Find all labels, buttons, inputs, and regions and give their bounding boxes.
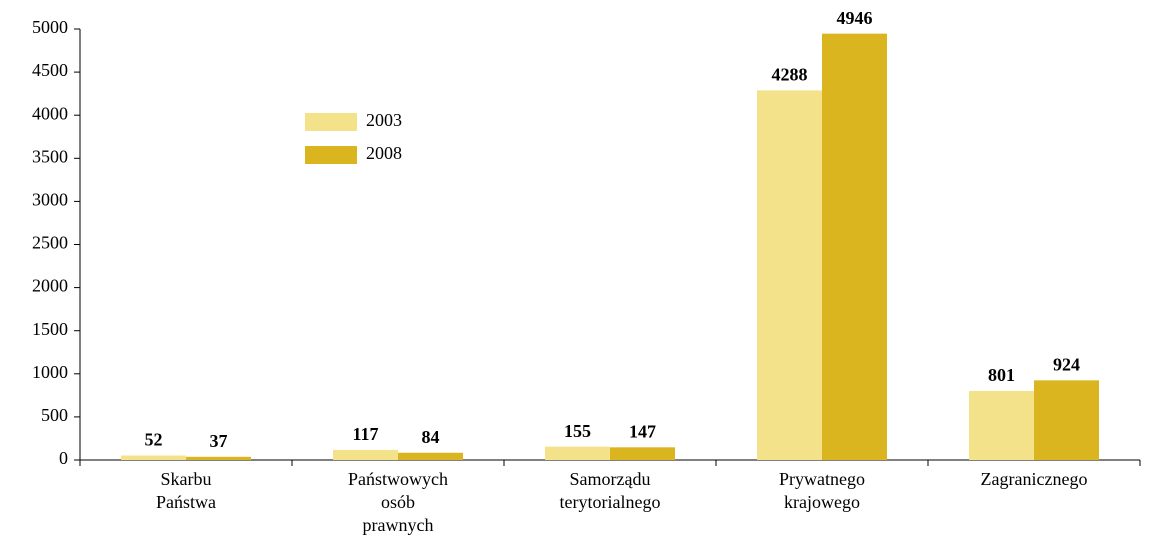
bar [121,455,186,460]
y-tick-label: 4500 [32,60,68,80]
y-tick-label: 5000 [32,17,68,37]
value-label: 924 [1053,354,1080,374]
x-tick-label: Państwowych osób prawnych [348,469,448,535]
y-tick-label: 1500 [32,319,68,339]
bar [757,90,822,461]
legend-swatch [305,146,357,164]
value-label: 84 [422,427,440,447]
y-tick-label: 2500 [32,233,68,253]
x-tick-label: Prywatnego krajowego [779,469,865,512]
y-tick-label: 4000 [32,103,68,123]
y-tick-label: 3500 [32,146,68,166]
y-tick-label: 3000 [32,190,68,210]
legend-swatch [305,113,357,131]
bar [822,33,887,461]
value-label: 147 [629,421,656,441]
value-label: 801 [988,365,1015,385]
y-tick-label: 500 [41,405,68,425]
value-label: 117 [352,424,378,444]
x-tick-label: Samorządu terytorialnego [559,469,661,512]
y-tick-label: 1000 [32,362,68,382]
bar [398,452,463,460]
y-tick-label: 0 [59,448,68,468]
bar [610,447,675,460]
bar [545,446,610,460]
bar [1034,380,1099,460]
legend-label: 2008 [366,143,402,163]
bar [333,449,398,460]
legend-label: 2003 [366,110,402,130]
value-label: 37 [210,431,228,451]
value-label: 52 [145,430,163,450]
value-label: 155 [564,421,591,441]
value-label: 4946 [837,8,873,28]
value-label: 4288 [772,64,808,84]
y-tick-label: 2000 [32,276,68,296]
bar [186,456,251,460]
bar [969,390,1034,460]
x-tick-label: Skarbu Państwa [156,469,216,512]
x-tick-label: Zagranicznego [980,469,1088,489]
